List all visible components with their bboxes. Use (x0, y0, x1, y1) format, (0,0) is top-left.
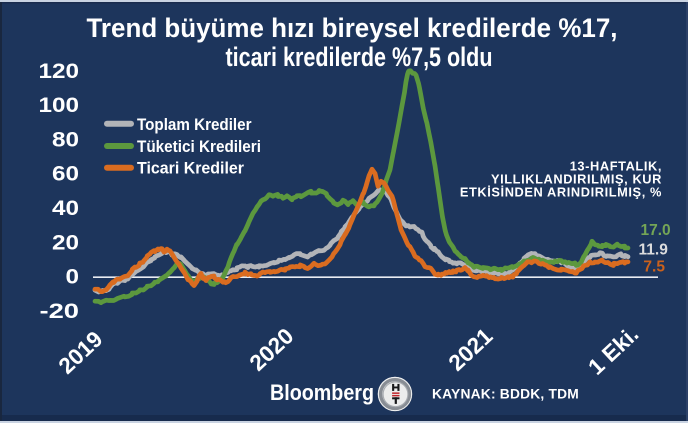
svg-text:ticari kredilerde %7,5 oldu: ticari kredilerde %7,5 oldu (226, 42, 493, 72)
svg-text:Ticari Krediler: Ticari Krediler (137, 160, 245, 178)
svg-text:7.5: 7.5 (643, 259, 665, 276)
svg-text:-20: -20 (40, 299, 80, 323)
svg-text:Toplam Krediler: Toplam Krediler (137, 116, 252, 134)
svg-text:11.9: 11.9 (639, 242, 669, 259)
svg-text:YILLIKLANDIRILMIŞ, KUR: YILLIKLANDIRILMIŞ, KUR (491, 172, 662, 187)
svg-text:Bloomberg: Bloomberg (270, 380, 374, 405)
svg-text:ETKİSİNDEN ARINDIRILMIŞ, %: ETKİSİNDEN ARINDIRILMIŞ, % (460, 185, 662, 200)
svg-text:120: 120 (39, 59, 80, 83)
svg-text:80: 80 (52, 127, 79, 151)
svg-text:17.0: 17.0 (641, 222, 671, 239)
svg-text:60: 60 (52, 162, 79, 186)
svg-text:40: 40 (52, 196, 79, 220)
svg-text:13-HAFTALIK,: 13-HAFTALIK, (570, 159, 662, 174)
svg-text:0: 0 (66, 265, 80, 289)
svg-text:Tüketici Kredileri: Tüketici Kredileri (137, 138, 261, 156)
svg-text:100: 100 (39, 93, 80, 117)
svg-text:20: 20 (52, 230, 79, 254)
svg-text:KAYNAK: BDDK, TDM: KAYNAK: BDDK, TDM (432, 387, 579, 402)
svg-text:Trend büyüme hızı bireysel kre: Trend büyüme hızı bireysel kredilerde %1… (87, 13, 618, 43)
